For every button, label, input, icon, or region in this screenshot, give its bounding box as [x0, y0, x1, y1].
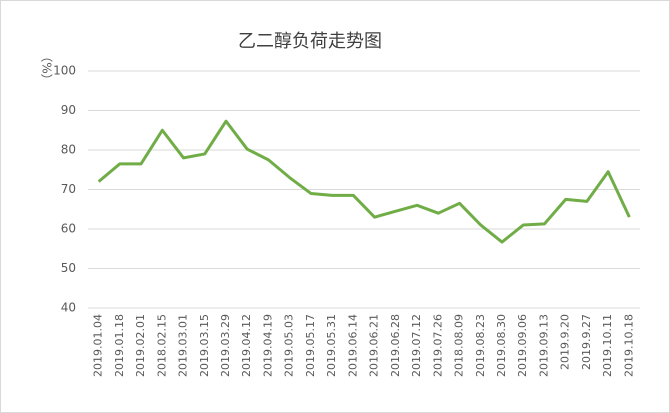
x-tick-label: 2019.03.15	[198, 314, 211, 377]
x-tick-label: 2019.05.03	[283, 314, 296, 377]
x-tick-label: 2019.05.17	[304, 314, 317, 377]
y-tick-label: 60	[61, 222, 76, 236]
chart-title: 乙二醇负荷走势图	[238, 31, 382, 52]
x-tick-label: 2019.04.12	[240, 314, 253, 377]
line	[97, 119, 631, 244]
y-tick-label: 70	[61, 182, 76, 196]
x-tick-label: 2019.03.01	[177, 314, 190, 377]
x-tick-label: 2019.05.31	[325, 314, 338, 377]
x-tick-label: 2018.02.15	[155, 314, 168, 377]
x-tick-label: 2019.01.18	[113, 314, 126, 377]
x-tick-label: 2018.08.09	[453, 314, 466, 377]
x-tick-label: 2019.02.01	[134, 314, 147, 377]
x-tick-label: 2019.07.12	[410, 314, 423, 377]
x-tick-label: 2019.01.04	[92, 314, 105, 377]
x-tick-label: 2019.09.13	[537, 314, 550, 377]
x-tick-label: 2019.08.23	[474, 314, 487, 377]
x-tick-label: 2019.03.29	[219, 314, 232, 377]
x-tick-label: 2019.9.27	[580, 314, 593, 370]
x-tick-label: 2019.09.06	[516, 314, 529, 377]
x-tick-label: 2019.06.28	[389, 314, 402, 377]
x-tick-label: 2019.10.18	[622, 314, 635, 377]
x-tick-label: 2019.04.19	[261, 314, 274, 377]
x-tick-label: 2019.08.30	[495, 314, 508, 377]
y-tick-label: 100	[53, 64, 76, 78]
y-tick-label: 50	[61, 261, 76, 275]
x-tick-label: 2019.06.21	[368, 314, 381, 377]
x-tick-label: 2019.06.14	[346, 314, 359, 377]
x-tick-label: 2019.07.26	[431, 314, 444, 377]
x-tick-label: 2019.10.11	[601, 314, 614, 377]
y-tick-label: 80	[61, 143, 76, 157]
y-tick-label: 90	[61, 103, 76, 117]
y-axis-label: （%）	[40, 50, 54, 85]
y-tick-label: 40	[61, 301, 76, 315]
x-tick-label: 2019.9.20	[559, 314, 572, 370]
